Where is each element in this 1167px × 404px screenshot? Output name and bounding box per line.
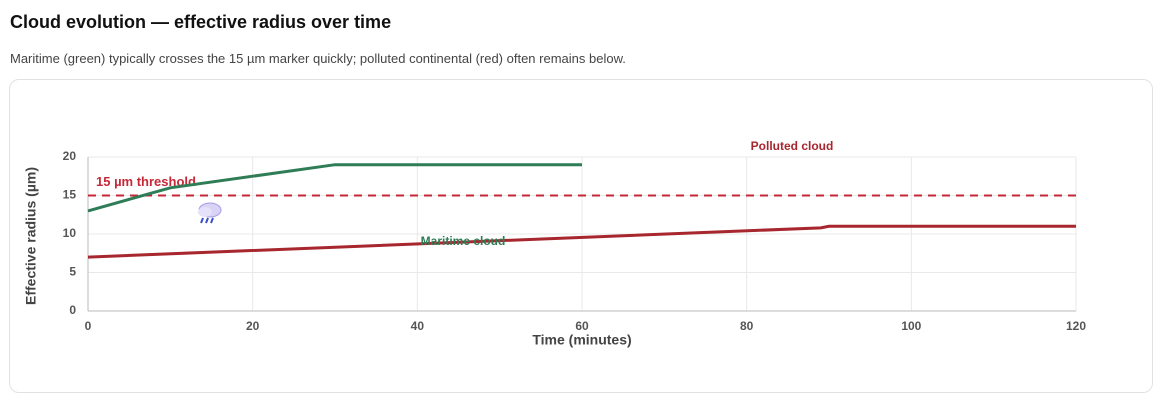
chart-card	[9, 79, 1153, 393]
x-tick-label: 80	[740, 319, 754, 333]
x-tick-label: 100	[901, 319, 921, 333]
series-line	[87, 224, 1076, 259]
series-label: Polluted cloud	[751, 139, 834, 153]
rain-icon	[198, 202, 222, 224]
x-tick-label: 0	[85, 319, 92, 333]
x-tick-label: 20	[246, 319, 260, 333]
y-tick-label: 5	[69, 265, 76, 279]
y-tick-label: 0	[69, 303, 76, 317]
y-tick-label: 10	[63, 226, 77, 240]
series-line	[87, 163, 582, 213]
y-tick-label: 20	[63, 149, 77, 163]
series-label: Maritime cloud	[421, 234, 506, 248]
title: Cloud evolution — effective radius over …	[10, 12, 392, 32]
y-axis-label: Effective radius (µm)	[23, 167, 39, 305]
x-tick-label: 60	[575, 319, 589, 333]
threshold-label: 15 µm threshold	[96, 174, 196, 189]
y-tick-label: 15	[63, 188, 77, 202]
plot: 0 5 10 15 20 0 20 40 60 80 100 120 Time (minutes) Eff…	[23, 139, 1087, 348]
x-axis-label: Time (minutes)	[532, 332, 631, 348]
subtitle: Maritime (green) typically crosses the 1…	[10, 51, 626, 66]
x-tick-label: 40	[411, 319, 425, 333]
x-tick-label: 120	[1066, 319, 1086, 333]
